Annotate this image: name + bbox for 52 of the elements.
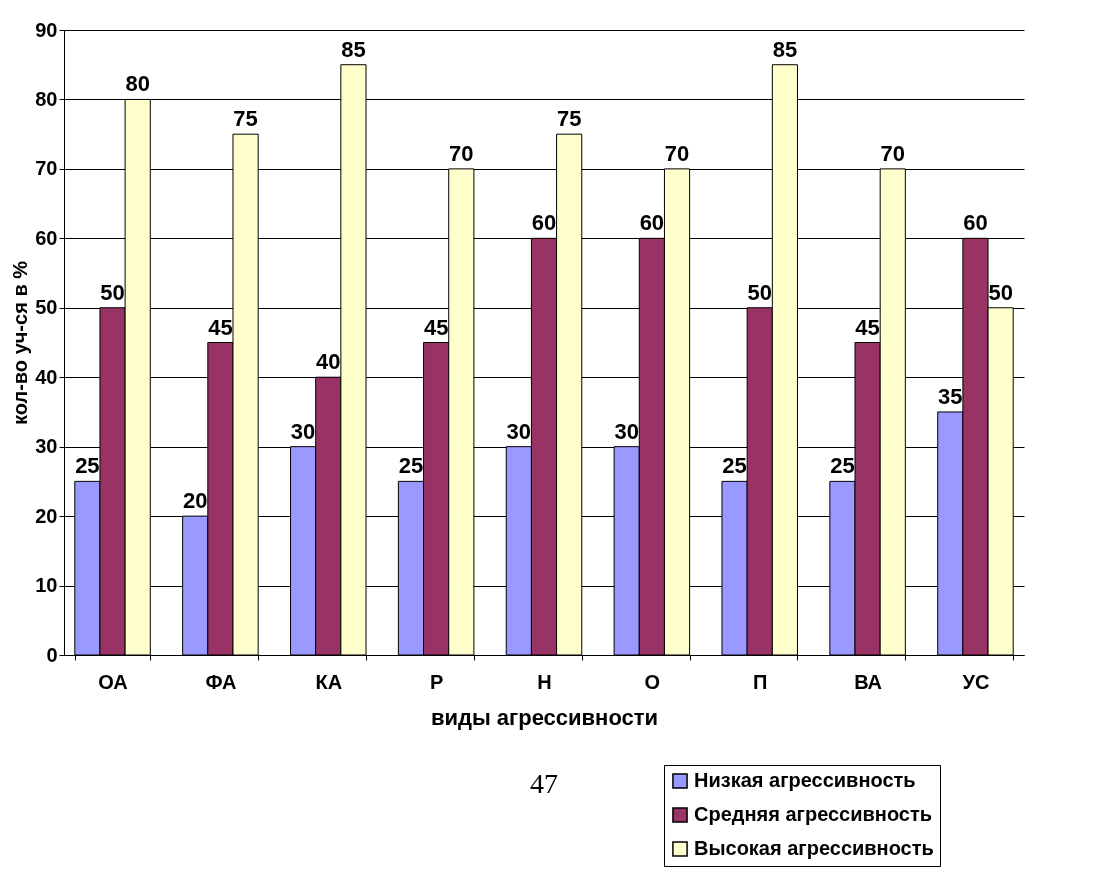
y-tick-label: 50 [35,296,58,319]
y-tick-label: 10 [35,574,58,597]
y-axis-title: кол-во уч-ся в % [9,260,32,426]
text: 47 [530,768,558,799]
x-tick-label: О [644,670,661,693]
data-label: 20 [182,488,208,514]
y-tick-label: 70 [35,157,58,180]
x-tick-label: П [753,670,768,693]
data-label: 70 [880,140,906,166]
x-tick-label: КА [315,670,343,693]
data-label: 45 [208,314,233,340]
data-label: 35 [938,383,963,409]
x-tick-label: ВА [854,670,883,693]
y-tick-label: 40 [35,365,58,388]
data-label: 45 [423,314,449,340]
x-tick-label: ФА [205,670,237,693]
data-label: 60 [531,210,557,236]
data-label: 50 [747,279,772,305]
legend-label: Высокая агрессивность [694,837,934,859]
data-label: 25 [398,453,424,479]
legend-label: Средняя агрессивность [694,803,933,825]
y-tick-label: 80 [35,87,58,110]
data-label: 60 [963,210,988,236]
y-tick-label: 0 [46,643,58,666]
data-label: 25 [75,453,100,479]
data-label: 60 [639,210,665,236]
y-tick-label: 20 [35,504,58,527]
data-label: 30 [290,418,316,444]
x-axis-title: виды агрессивности [430,704,659,730]
data-label: 25 [722,453,747,479]
data-label: 45 [855,314,880,340]
data-label: 85 [772,36,798,62]
data-label: 70 [664,140,690,166]
data-label: 50 [100,279,125,305]
data-label: 40 [316,349,341,375]
legend-label: Низкая агрессивность [694,769,916,791]
y-tick-label: 90 [35,18,58,41]
x-tick-label: ОА [98,670,128,693]
data-label: 30 [506,418,532,444]
x-tick-label: Н [537,670,552,693]
data-label: 85 [341,36,366,62]
data-label: 70 [449,140,474,166]
data-label: 75 [556,106,582,132]
data-label: 75 [233,106,258,132]
data-label: 50 [988,279,1013,305]
y-tick-label: 30 [35,435,58,458]
x-tick-label: Р [429,670,444,693]
y-tick-label: 60 [35,226,58,249]
data-label: 30 [614,418,639,444]
x-tick-label: УС [962,670,990,693]
data-label: 80 [125,71,150,97]
data-label: 25 [830,453,855,479]
